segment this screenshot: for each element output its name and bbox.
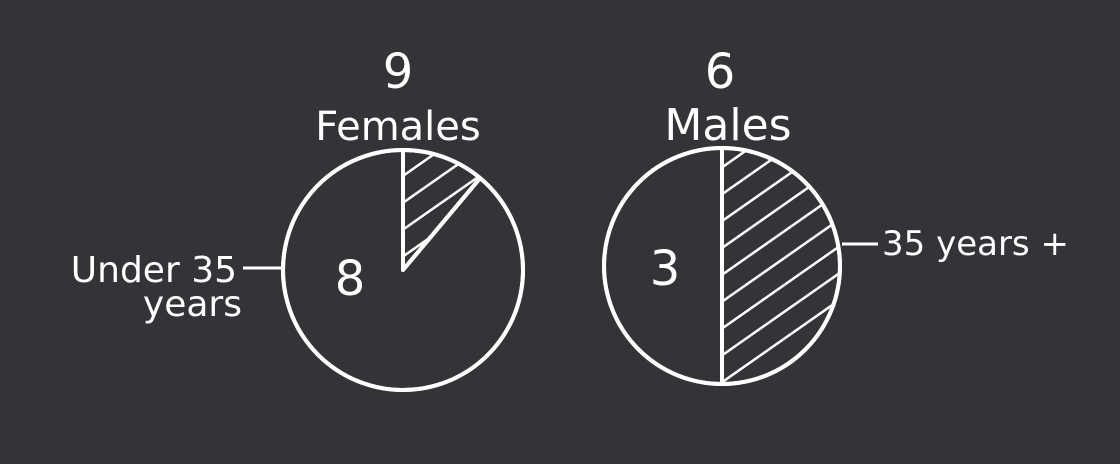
males-callout-label: 35 years + — [882, 224, 1069, 264]
females-slices — [281, 148, 525, 392]
males-slice-value-label: 3 — [650, 241, 681, 297]
males-title: Males — [664, 100, 791, 151]
males-slices — [602, 146, 842, 386]
females-title: Females — [315, 104, 480, 150]
males-chart: 6 Males 3 35 years + — [602, 44, 1069, 386]
females-callout-label-line2: years — [143, 284, 242, 325]
females-callout-label-line1: Under 35 — [71, 250, 237, 291]
females-slice-value-label: 8 — [335, 251, 366, 307]
females-chart: 9 Females 8 Under 35 years — [71, 44, 525, 392]
males-slice-0 — [602, 146, 724, 386]
males-total-label: 6 — [705, 44, 736, 100]
males-slice-1-hatched — [720, 146, 842, 386]
females-slice-1-hatched — [401, 148, 483, 272]
females-total-label: 9 — [383, 44, 414, 100]
females-slice-0 — [281, 148, 525, 392]
